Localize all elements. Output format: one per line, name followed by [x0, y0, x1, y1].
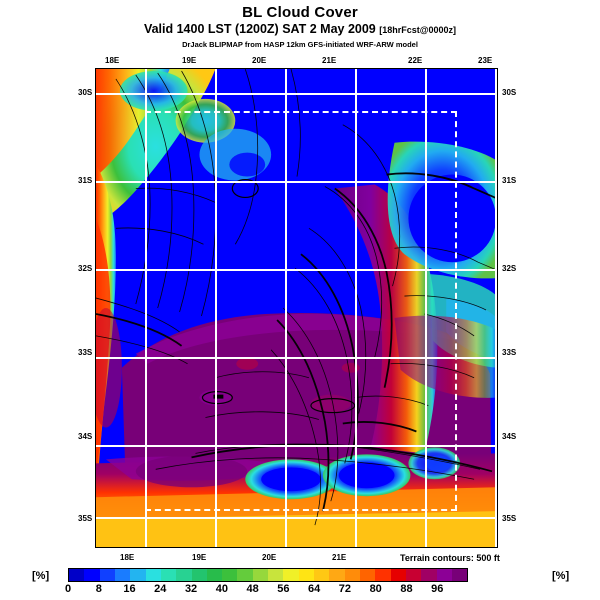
gridline-lon-20E [285, 69, 287, 547]
colorbar-label-48: 48 [246, 583, 259, 595]
axis-label-right-32S: 32S [502, 264, 517, 273]
axis-label-left-32S: 32S [78, 264, 93, 273]
axis-label-left-31S: 31S [78, 176, 93, 185]
colorbar-swatch-5 [145, 569, 161, 581]
colorbar-swatch-23 [421, 569, 437, 581]
colorbar-swatch-1 [84, 569, 100, 581]
colorbar-swatch-11 [237, 569, 253, 581]
colorbar-label-56: 56 [277, 583, 290, 595]
colorbar-swatch-3 [114, 569, 131, 581]
colorbar-units-right: [%] [552, 570, 570, 582]
axis-label-top-18E: 18E [105, 56, 120, 65]
colorbar-swatch-9 [206, 569, 223, 581]
colorbar-swatch-7 [176, 569, 192, 581]
colorbar-swatch-2 [99, 569, 115, 581]
title-block: BL Cloud Cover Valid 1400 LST (1200Z) SA… [0, 4, 600, 50]
colorbar-label-88: 88 [400, 583, 413, 595]
axis-label-bottom-19E: 19E [192, 553, 207, 562]
colorbar-swatch-24 [436, 569, 452, 581]
colorbar-label-16: 16 [123, 583, 136, 595]
colorbar-swatch-4 [130, 569, 146, 581]
axis-label-left-35S: 35S [78, 514, 93, 523]
page-title: BL Cloud Cover [242, 4, 358, 21]
colorbar-swatch-6 [160, 569, 177, 581]
colorbar-label-72: 72 [338, 583, 352, 595]
axis-label-bottom-21E: 21E [332, 553, 347, 562]
colorbar-label-24: 24 [154, 583, 167, 595]
colorbar-label-64: 64 [308, 583, 321, 595]
axis-label-bottom-20E: 20E [262, 553, 277, 562]
forecast-domain-box [145, 111, 457, 511]
axis-label-right-34S: 34S [502, 432, 517, 441]
colorbar-label-40: 40 [215, 583, 228, 595]
axis-label-top-20E: 20E [252, 56, 267, 65]
gridline-lat-31S [96, 181, 497, 183]
axis-label-right-31S: 31S [502, 176, 517, 185]
axis-label-top-22E: 22E [408, 56, 423, 65]
colorbar-swatch-14 [283, 569, 299, 581]
colorbar-swatch-13 [268, 569, 284, 581]
axis-label-top-19E: 19E [182, 56, 197, 65]
gridline-lon-22E [425, 69, 427, 547]
colorbar-label-0: 0 [64, 583, 72, 595]
colorbar-units-left: [%] [32, 570, 50, 582]
axis-label-left-33S: 33S [78, 348, 93, 357]
colorbar-label-96: 96 [431, 583, 444, 595]
axis-label-right-33S: 33S [502, 348, 517, 357]
colorbar-label-32: 32 [184, 583, 198, 595]
colorbar-swatch-10 [222, 569, 238, 581]
colorbar-label-8: 8 [95, 583, 102, 595]
gridline-lat-33S [96, 357, 497, 359]
axis-label-left-34S: 34S [78, 432, 93, 441]
axis-label-left-30S: 30S [78, 88, 93, 97]
valid-time-title: Valid 1400 LST (1200Z) SAT 2 May 2009 [1… [0, 22, 600, 38]
gridline-lon-19E [215, 69, 217, 547]
forecast-tag: [18hrFcst@0000z] [379, 25, 457, 35]
axis-label-right-35S: 35S [502, 514, 517, 523]
colorbar-swatch-19 [359, 569, 376, 581]
colorbar-swatch-20 [375, 569, 391, 581]
cloud-cover-field [96, 69, 497, 547]
colorbar-swatch-21 [390, 569, 406, 581]
colorbar[interactable] [68, 568, 468, 582]
map-plot[interactable] [95, 68, 498, 548]
colorbar-swatch-0 [69, 569, 85, 581]
colorbar-swatch-12 [252, 569, 269, 581]
valid-time-text: Valid 1400 LST (1200Z) SAT 2 May 2009 [143, 22, 376, 36]
colorbar-swatch-15 [298, 569, 314, 581]
gridline-lon-21E [355, 69, 357, 547]
colorbar-swatch-22 [405, 569, 422, 581]
gridline-lat-30S [96, 93, 497, 95]
colorbar-swatch-17 [329, 569, 345, 581]
gridline-lon-23E [495, 69, 497, 547]
gridline-lat-32S [96, 269, 497, 271]
axis-label-top-23E: 23E [478, 56, 493, 65]
gridline-lat-35S [96, 517, 497, 519]
terrain-contour-note: Terrain contours: 500 ft [400, 553, 500, 563]
model-attribution: DrJack BLIPMAP from HASP 12km GFS-initia… [182, 40, 418, 49]
axis-label-bottom-18E: 18E [120, 553, 135, 562]
gridline-lat-34S [96, 445, 497, 447]
colorbar-swatch-18 [344, 569, 360, 581]
axis-label-top-21E: 21E [322, 56, 337, 65]
colorbar-label-80: 80 [369, 583, 382, 595]
colorbar-swatch-25 [451, 569, 468, 581]
colorbar-swatch-16 [314, 569, 330, 581]
colorbar-swatch-8 [191, 569, 207, 581]
axis-label-right-30S: 30S [502, 88, 517, 97]
